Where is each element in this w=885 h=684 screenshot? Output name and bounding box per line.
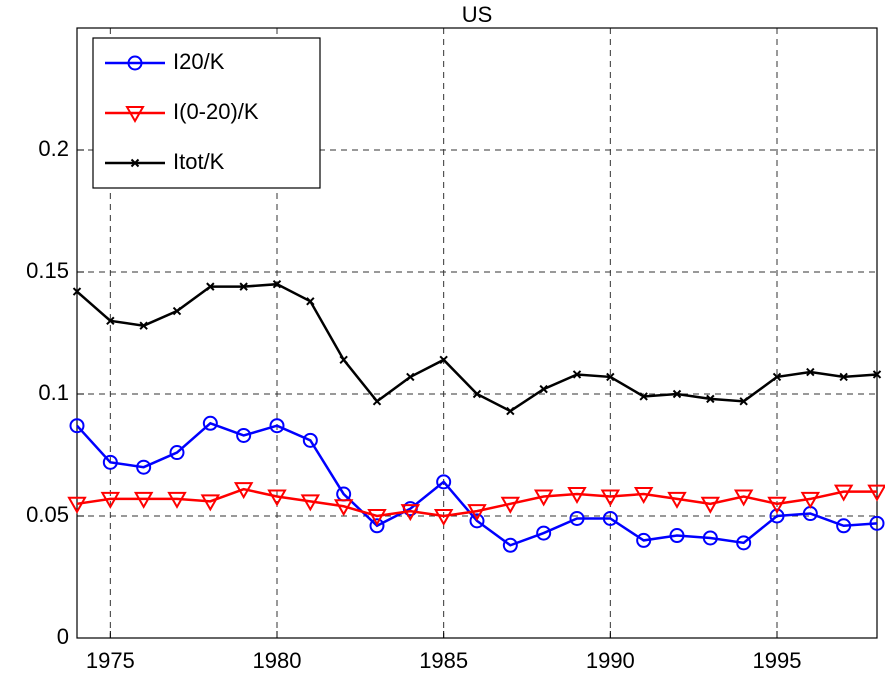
marker [867,484,885,502]
marker [233,482,254,500]
marker [602,510,618,526]
marker [300,494,321,512]
marker [306,297,315,306]
marker [800,491,821,509]
x-tick-label: 1995 [753,648,802,673]
legend-label: Itot/K [173,149,225,174]
marker [406,372,415,382]
marker [72,287,82,296]
legend-label: I(0-20)/K [173,99,259,124]
legend-marker [127,55,143,71]
marker [433,509,454,527]
marker [733,489,754,507]
marker [302,432,318,448]
marker [472,389,482,399]
marker [269,418,285,434]
marker [702,530,718,546]
marker [439,355,448,365]
x-tick-label: 1990 [586,648,635,673]
marker [100,491,121,509]
marker [272,279,282,289]
marker [339,355,348,365]
y-tick-label: 0 [57,624,69,649]
marker [539,384,548,394]
marker [836,518,852,534]
marker [172,306,182,316]
marker [239,282,248,291]
marker [500,496,521,514]
marker [133,491,154,509]
marker [569,510,585,526]
marker [633,487,654,505]
marker [706,394,715,404]
marker [267,489,287,507]
marker [506,406,515,416]
marker [136,459,152,475]
x-tick-label: 1980 [253,648,302,673]
y-tick-label: 0.15 [26,258,69,283]
marker [467,504,487,522]
marker [502,537,518,553]
marker [369,518,385,534]
marker [69,418,85,434]
marker [767,496,787,514]
series-line [76,487,877,518]
marker [400,504,421,522]
marker [869,515,885,531]
marker [672,389,682,399]
marker [169,445,185,461]
marker [202,415,218,431]
y-tick-label: 0.1 [38,380,69,405]
marker [772,372,782,382]
marker [667,491,687,509]
plot-frame [76,27,878,639]
marker [367,509,387,527]
marker [206,282,215,291]
marker [572,370,582,379]
marker [102,454,118,470]
marker [536,525,552,541]
marker [167,491,187,509]
marker [669,528,685,544]
marker [567,487,587,505]
y-tick-label: 0.05 [26,502,69,527]
marker [839,372,848,382]
marker [67,496,87,514]
legend-label: I20/K [173,49,225,74]
marker [372,397,382,406]
marker [436,474,452,490]
legend-marker [125,106,145,124]
marker [600,489,621,507]
marker [736,535,752,551]
marker [469,513,485,529]
marker [106,316,115,326]
marker [806,367,815,377]
x-tick-label: 1985 [419,648,468,673]
marker [636,532,652,548]
marker [139,321,148,330]
marker [739,397,748,406]
marker [606,372,615,382]
marker [639,392,648,401]
marker [833,484,854,502]
marker [333,499,354,517]
marker [769,508,785,524]
chart-title: US [462,2,493,27]
x-tick-label: 1975 [86,648,135,673]
marker [200,494,221,512]
legend-marker [130,158,140,168]
marker [700,496,721,514]
marker [872,370,882,379]
marker [533,489,554,507]
marker [236,427,252,443]
y-tick-label: 0.2 [38,136,69,161]
